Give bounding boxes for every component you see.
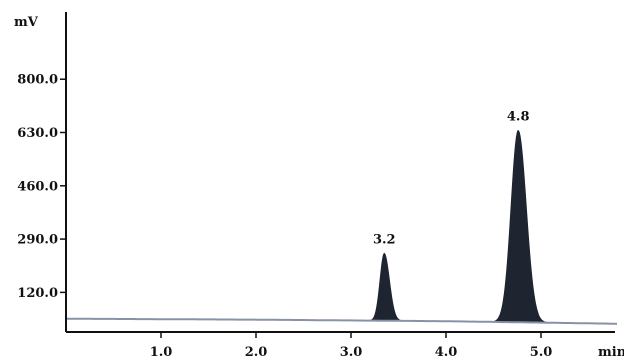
x-tick-label-2: 2.0: [245, 345, 268, 360]
x-tick-label-1: 1.0: [150, 345, 173, 360]
x-tick-label-5: 5.0: [530, 345, 553, 360]
y-tick-label-1: 120.0: [17, 286, 58, 301]
y-tick-label-2: 290.0: [17, 233, 58, 248]
y-tick-label-3: 460.0: [17, 179, 58, 194]
y-ticks: 120.0 290.0 460.0 630.0 800.0: [17, 73, 66, 301]
peak-label-1: 3.2: [373, 232, 396, 247]
peak-label-2: 4.8: [507, 109, 530, 124]
peak-2: [488, 130, 553, 324]
x-axis-label: min: [598, 345, 624, 360]
y-tick-label-4: 630.0: [17, 126, 58, 141]
peak-labels: 3.2 4.8: [373, 109, 530, 247]
peaks-layer: [366, 130, 553, 324]
y-tick-label-5: 800.0: [17, 73, 58, 88]
x-ticks: 1.0 2.0 3.0 4.0 5.0: [150, 332, 553, 360]
baseline-line: [66, 317, 617, 325]
peak-1: [366, 252, 407, 322]
x-tick-label-4: 4.0: [435, 345, 458, 360]
x-tick-label-3: 3.0: [340, 345, 363, 360]
y-axis-label: mV: [14, 15, 39, 30]
